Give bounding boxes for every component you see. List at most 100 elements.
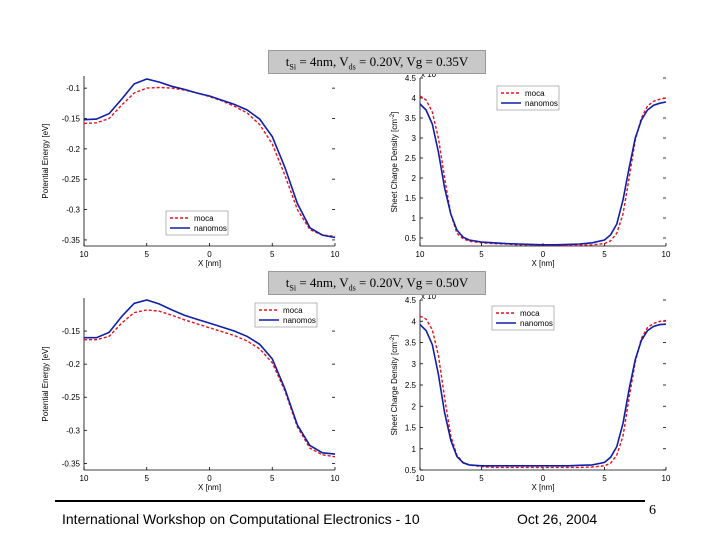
- legend-label-moca: moca: [194, 214, 214, 223]
- x-tick-label: 0: [541, 250, 546, 259]
- scale-label: x 10: [421, 70, 437, 79]
- x-axis-label: X [nm]: [531, 483, 554, 492]
- x-tick-label: 10: [331, 250, 340, 259]
- chart-pe-top: -0.1 -0.15 -0.2 -0.25 -0.3 -0.35 10 5 0 5 10 X [nm]…: [41, 76, 340, 268]
- y-tick-label: 3: [412, 134, 417, 143]
- x-tick-label: 10: [662, 474, 671, 483]
- x-tick-label: 5: [479, 474, 484, 483]
- x-tick-label: 10: [80, 474, 89, 483]
- x-tick-label: 5: [270, 250, 275, 259]
- series-nanomos: [419, 323, 667, 467]
- y-tick-label: -0.25: [62, 175, 81, 184]
- x-tick-label: 10: [416, 474, 425, 483]
- y-tick-label: -0.15: [62, 115, 81, 124]
- y-tick-label: 0.5: [405, 234, 417, 243]
- cond-eq: = 4nm, V: [296, 275, 349, 290]
- x-tick-label: 0: [207, 250, 212, 259]
- y-tick-label: -0.2: [66, 360, 80, 369]
- legend-label-nanomos: nanomos: [520, 319, 553, 328]
- y-tick-label: -0.3: [66, 426, 80, 435]
- x-tick-label: 0: [541, 474, 546, 483]
- page-number: 6: [649, 503, 656, 518]
- x-tick-label: 10: [662, 250, 671, 259]
- y-tick-label: -0.2: [66, 145, 80, 154]
- series-nanomos: [83, 78, 336, 239]
- y-tick-label: 1: [412, 445, 417, 454]
- series-moca: [83, 86, 336, 237]
- y-tick-label: 2: [412, 174, 417, 183]
- cond-rest: = 0.20V, Vg = 0.35V: [355, 54, 469, 69]
- y-tick-label: 4.5: [405, 296, 417, 305]
- legend-box: [491, 305, 555, 331]
- series-nanomos: [419, 101, 667, 246]
- series-moca: [84, 309, 336, 458]
- x-axis-label: X [nm]: [198, 483, 221, 492]
- y-tick-label: -0.15: [62, 327, 81, 336]
- cond-t-sub: Si: [289, 283, 297, 293]
- y-tick-label: -0.1: [66, 84, 80, 93]
- x-tick-label: 5: [479, 250, 484, 259]
- legend-label-nanomos: nanomos: [283, 316, 316, 325]
- x-tick-label: 10: [416, 250, 425, 259]
- series-nanomos: [84, 299, 336, 455]
- legend-label-moca: moca: [520, 309, 540, 318]
- x-tick-label: 10: [331, 474, 340, 483]
- legend-label-moca: moca: [283, 306, 303, 315]
- cond-v-sub: ds: [348, 62, 356, 72]
- y-tick-label: 3.5: [405, 339, 417, 348]
- cond-rest: = 0.20V, Vg = 0.50V: [355, 275, 469, 290]
- x-tick-label: 5: [602, 250, 607, 259]
- y-tick-label: 2.5: [405, 154, 417, 163]
- chart-sc-top: 0.5 1 1.5 2 2.5 3 3.5 4 4.5 10 5 0 5 10 X [nm] Sheet Ch…: [390, 70, 671, 268]
- legend-box: [496, 85, 560, 111]
- x-axis-label: X [nm]: [198, 259, 221, 268]
- y-tick-label: 3.5: [405, 114, 417, 123]
- y-axis-label: Sheet Charge Density [cm-2]: [390, 335, 399, 436]
- chart-sc-bottom: 0.5 1 1.5 2 2.5 3 3.5 4 4.5 10 5 0 5 10 X [nm] Sheet Ch…: [390, 292, 671, 492]
- x-tick-label: 5: [602, 474, 607, 483]
- y-tick-label: 4: [412, 94, 417, 103]
- y-tick-label: -0.25: [62, 393, 81, 402]
- cond-t: t: [285, 54, 290, 69]
- y-axis-label: Potential Energy [eV]: [41, 346, 50, 421]
- y-tick-label: 0.5: [405, 466, 417, 475]
- x-tick-label: 5: [145, 474, 150, 483]
- x-axis-label: X [nm]: [531, 259, 554, 268]
- x-tick-label: 0: [207, 474, 212, 483]
- cond-eq: = 4nm, V: [296, 54, 349, 69]
- legend-box: [165, 210, 229, 236]
- x-tick-label: 5: [270, 474, 275, 483]
- chart-pe-bottom: -0.15 -0.2 -0.25 -0.3 -0.35 10 5 0 5 10 X [nm] Pote…: [41, 298, 340, 492]
- y-tick-label: -0.35: [62, 236, 81, 245]
- legend-label-nanomos: nanomos: [194, 224, 227, 233]
- cond-t-sub: Si: [289, 62, 297, 72]
- y-tick-label: 2: [412, 402, 417, 411]
- cond-v-sub: ds: [348, 283, 356, 293]
- y-tick-label: 4.5: [405, 74, 417, 83]
- y-tick-label: 2.5: [405, 381, 417, 390]
- cond-t: t: [285, 275, 290, 290]
- scale-label: x 10: [421, 292, 437, 301]
- y-tick-label: 3: [412, 360, 417, 369]
- y-tick-label: 1.5: [405, 424, 417, 433]
- y-tick-label: -0.3: [66, 206, 80, 215]
- legend-box: [254, 302, 318, 328]
- y-tick-label: 1: [412, 214, 417, 223]
- y-tick-label: 1.5: [405, 194, 417, 203]
- y-axis-label: Potential Energy [eV]: [41, 123, 50, 198]
- condition-banner-top: tSi = 4nm, Vds = 0.20V, Vg = 0.35V: [268, 50, 486, 74]
- footer-date: Oct 26, 2004: [517, 511, 598, 527]
- legend-label-nanomos: nanomos: [525, 99, 558, 108]
- y-axis-label: Sheet Charge Density [cm-2]: [390, 112, 399, 213]
- y-tick-label: 4: [412, 317, 417, 326]
- footer-divider: [55, 500, 645, 502]
- condition-banner-bottom: tSi = 4nm, Vds = 0.20V, Vg = 0.50V: [268, 271, 486, 295]
- y-tick-label: -0.35: [62, 459, 81, 468]
- footer-workshop: International Workshop on Computational …: [62, 511, 420, 527]
- x-tick-label: 5: [145, 250, 150, 259]
- x-tick-label: 10: [80, 250, 89, 259]
